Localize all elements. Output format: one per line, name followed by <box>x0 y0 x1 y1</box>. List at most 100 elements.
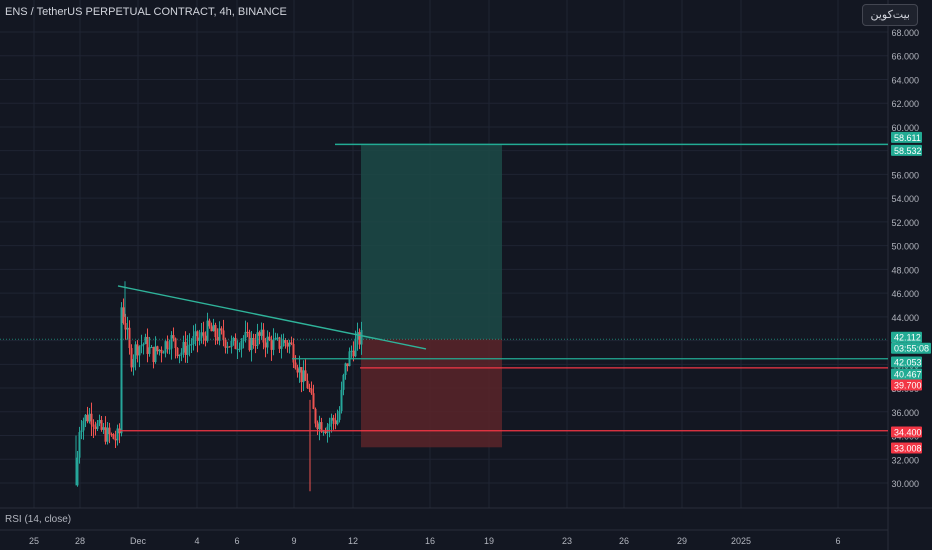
candle-body <box>126 327 129 330</box>
candle-body <box>200 332 203 338</box>
candle-body <box>246 331 249 333</box>
candle-body <box>294 362 297 369</box>
candle-body <box>186 345 189 355</box>
candle-body <box>212 324 215 332</box>
candle-body <box>192 336 195 345</box>
price-tick-label: 52.000 <box>891 218 919 228</box>
candle-body <box>154 346 157 363</box>
descending-trendline <box>117 285 427 350</box>
candle-body <box>198 337 201 341</box>
candle-body <box>202 332 205 336</box>
candle-body <box>176 347 179 357</box>
candle-body <box>324 431 327 433</box>
candle-body <box>158 349 161 352</box>
rsi-indicator-label[interactable]: RSI (14, close) <box>5 514 72 525</box>
candle-body <box>174 338 177 348</box>
candle-body <box>80 430 83 433</box>
candle-body <box>302 370 305 383</box>
price-tick-label: 62.000 <box>891 99 919 109</box>
candle-body <box>208 320 211 327</box>
price-label-text: 42.053 <box>894 358 922 368</box>
target-zone <box>361 144 502 340</box>
candle-body <box>320 422 323 432</box>
candle-body <box>152 347 155 363</box>
time-tick-label: 19 <box>484 536 494 546</box>
price-tick-label: 30.000 <box>891 479 919 489</box>
candle-body <box>262 329 265 343</box>
candle-body <box>328 423 331 427</box>
candle-body <box>308 388 311 390</box>
candle-body <box>354 339 357 357</box>
candle-body <box>236 348 239 350</box>
symbol-title: ENS / TetherUS PERPETUAL CONTRACT, 4h, B… <box>5 6 287 18</box>
candle-body <box>278 337 281 349</box>
candle-body <box>114 438 117 441</box>
candle-body <box>268 336 271 341</box>
candle-body <box>336 419 339 425</box>
time-tick-label: 29 <box>677 536 687 546</box>
candle-body <box>316 423 319 430</box>
brand-badge[interactable]: بیت‌کوین <box>862 4 918 26</box>
candle-body <box>182 341 185 353</box>
time-tick-label: 12 <box>348 536 358 546</box>
time-tick-label: Dec <box>130 536 147 546</box>
candle-body <box>332 417 335 421</box>
candle-body <box>216 337 219 341</box>
candle-body <box>144 336 147 344</box>
candle-body <box>214 324 217 338</box>
candle-body <box>240 340 243 349</box>
candle-body <box>272 339 275 350</box>
price-label-text: 33.008 <box>894 444 922 454</box>
candle-body <box>180 352 183 355</box>
price-label-badge <box>891 342 931 354</box>
time-tick-label: 25 <box>29 536 39 546</box>
candle-body <box>104 427 107 442</box>
candle-body <box>312 393 315 409</box>
candle-body <box>222 330 225 340</box>
candle-body <box>266 336 269 348</box>
candle-body <box>270 340 273 350</box>
candle-body <box>250 337 253 351</box>
price-label-text: 58.611 <box>894 133 921 143</box>
candle-body <box>112 434 115 439</box>
candle-body <box>352 350 355 357</box>
candle-body <box>238 348 241 350</box>
candle-body <box>314 408 317 424</box>
price-label-badge <box>891 426 922 438</box>
price-tick-label: 44.000 <box>891 313 919 323</box>
candle-body <box>148 347 151 354</box>
price-label-text: 03:55:08 <box>894 344 929 354</box>
price-tick-label: 64.000 <box>891 75 919 85</box>
candle-body <box>108 427 111 435</box>
candle-body <box>120 307 123 434</box>
candle-body <box>322 431 325 433</box>
candle-body <box>170 335 173 349</box>
price-tick-label: 48.000 <box>891 265 919 275</box>
price-label-badge <box>891 379 922 391</box>
candle-body <box>356 332 359 340</box>
candle-body <box>206 320 209 341</box>
time-tick-label: 28 <box>75 536 85 546</box>
candle-body <box>124 323 127 330</box>
candle-body <box>84 414 87 422</box>
candle-body <box>334 420 337 425</box>
time-tick-label: 16 <box>425 536 435 546</box>
candle-body <box>146 336 149 354</box>
price-label-badge <box>891 331 922 343</box>
candle-body <box>92 424 95 427</box>
candle-body <box>156 346 159 352</box>
candle-body <box>204 335 207 341</box>
time-tick-label: 6 <box>835 536 840 546</box>
candle-body <box>100 419 103 430</box>
candle-body <box>218 328 221 341</box>
candle-body <box>346 363 349 367</box>
candle-body <box>128 327 131 349</box>
candle-body <box>88 413 91 422</box>
candle-body <box>298 367 301 373</box>
candle-body <box>150 347 153 349</box>
candle-body <box>220 328 223 331</box>
candle-body <box>194 331 197 337</box>
candle-body <box>344 363 347 376</box>
price-tick-label: 60.000 <box>891 123 919 133</box>
